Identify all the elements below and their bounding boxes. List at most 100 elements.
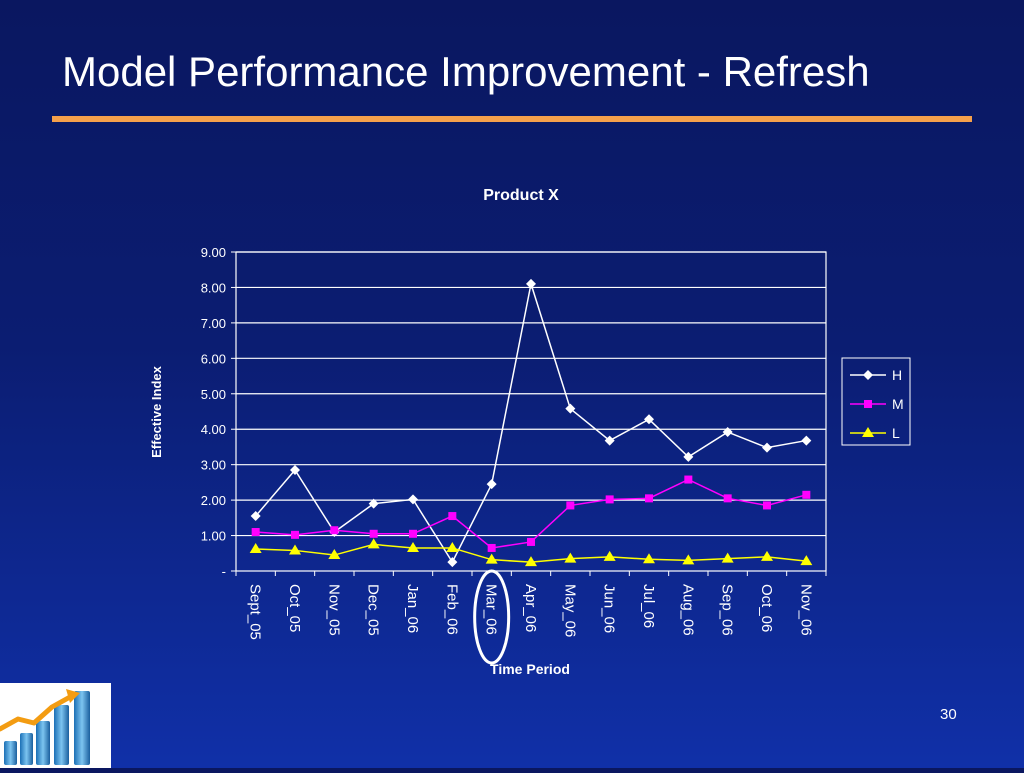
legend-item-H: H	[850, 367, 902, 383]
data-point	[801, 435, 812, 446]
y-axis-label: Effective Index	[149, 365, 164, 458]
chart-title: Product X	[483, 187, 559, 204]
x-tick-label: Sep_06	[719, 584, 736, 636]
x-tick-label: Aug_06	[679, 584, 696, 636]
title-rule	[52, 116, 972, 122]
data-point	[330, 526, 339, 535]
data-point	[644, 414, 654, 425]
data-point	[723, 494, 732, 503]
x-tick-label: Nov_05	[325, 584, 342, 636]
x-tick-label: Jun_06	[601, 584, 618, 633]
x-tick-label: Sept_05	[247, 584, 264, 640]
y-tick-label: 8.00	[201, 280, 226, 295]
y-axis-ticks: - 1.00 2.00 3.00 4.00 5.00 6.00 7.00 8.00 9.00	[201, 245, 236, 579]
data-point	[643, 553, 655, 564]
y-tick-label: -	[222, 564, 226, 579]
data-point	[603, 550, 616, 561]
data-point	[604, 435, 615, 446]
y-tick-label: 9.00	[201, 245, 226, 260]
series-line	[255, 478, 807, 549]
data-point	[369, 529, 378, 538]
x-tick-label: Jul_06	[640, 584, 657, 628]
legend-item-M: M	[850, 396, 904, 412]
logo	[0, 683, 111, 768]
data-point	[526, 278, 536, 289]
data-point	[486, 479, 497, 490]
y-tick-label: 4.00	[201, 422, 226, 437]
bar-chart-logo-icon	[0, 689, 90, 765]
series-layer	[249, 278, 813, 568]
data-point	[446, 541, 459, 552]
data-point	[527, 537, 535, 546]
x-tick-label: Mar_06	[483, 584, 500, 635]
legend-marker	[862, 427, 874, 437]
legend-marker	[864, 400, 872, 408]
series-H	[250, 278, 812, 568]
y-tick-label: 5.00	[201, 387, 226, 402]
legend-frame	[841, 357, 911, 446]
x-tick-label: Feb_06	[443, 584, 460, 635]
slide-title: Model Performance Improvement - Refresh	[62, 48, 870, 95]
series-M	[251, 475, 811, 552]
highlight-group	[473, 569, 511, 665]
y-tick-label: 7.00	[201, 316, 226, 331]
data-point	[407, 541, 419, 552]
data-point	[721, 552, 734, 563]
legend-label: L	[892, 425, 900, 441]
highlight-circle	[473, 569, 511, 665]
legend-label: M	[892, 396, 904, 412]
x-tick-label: May_06	[561, 584, 578, 637]
y-tick-label: 2.00	[201, 493, 226, 508]
data-point	[605, 495, 614, 504]
x-tick-label: Oct_05	[286, 584, 303, 632]
y-tick-label: 1.00	[201, 529, 226, 544]
data-point	[684, 475, 693, 484]
data-point	[722, 427, 733, 438]
data-point	[566, 501, 575, 510]
data-point	[408, 494, 418, 505]
y-tick-label: 6.00	[201, 351, 226, 366]
data-point	[802, 490, 811, 499]
page-number: 30	[940, 706, 957, 723]
x-tick-label: Apr_06	[522, 584, 539, 632]
data-point	[525, 556, 537, 567]
data-point	[447, 557, 458, 568]
x-axis-ticks: Sept_05 Oct_05 Nov_05 Dec_05 Jan_06 Feb_06 Mar…	[235, 571, 827, 640]
plot-area-frame	[235, 251, 827, 572]
data-point	[761, 550, 773, 561]
y-tick-label: 3.00	[201, 458, 226, 473]
data-point	[645, 494, 653, 503]
data-point	[250, 511, 261, 522]
data-point	[682, 554, 695, 565]
data-point	[289, 544, 301, 555]
x-tick-label: Oct_06	[758, 584, 775, 632]
data-point	[291, 530, 299, 539]
data-point	[368, 498, 379, 509]
data-point	[683, 451, 694, 462]
data-point	[249, 543, 262, 554]
legend-marker	[863, 370, 873, 380]
legend: HML	[841, 357, 911, 446]
data-point	[448, 512, 457, 521]
data-point	[251, 528, 260, 537]
data-point	[763, 501, 771, 510]
series-L	[249, 538, 813, 567]
x-tick-label: Nov_06	[797, 584, 814, 636]
data-point	[762, 442, 772, 453]
grid-lines	[236, 251, 826, 537]
legend-label: H	[892, 367, 902, 383]
data-point	[485, 553, 498, 564]
x-tick-label: Jan_06	[404, 584, 421, 633]
x-tick-label: Dec_05	[365, 584, 382, 636]
data-point	[800, 555, 813, 566]
series-line	[255, 283, 807, 564]
data-point	[564, 552, 577, 563]
data-point	[290, 464, 300, 475]
data-point	[565, 403, 576, 414]
data-point	[367, 538, 380, 549]
data-point	[328, 549, 341, 560]
data-point	[487, 543, 496, 552]
data-point	[409, 529, 417, 538]
legend-item-L: L	[850, 425, 900, 441]
